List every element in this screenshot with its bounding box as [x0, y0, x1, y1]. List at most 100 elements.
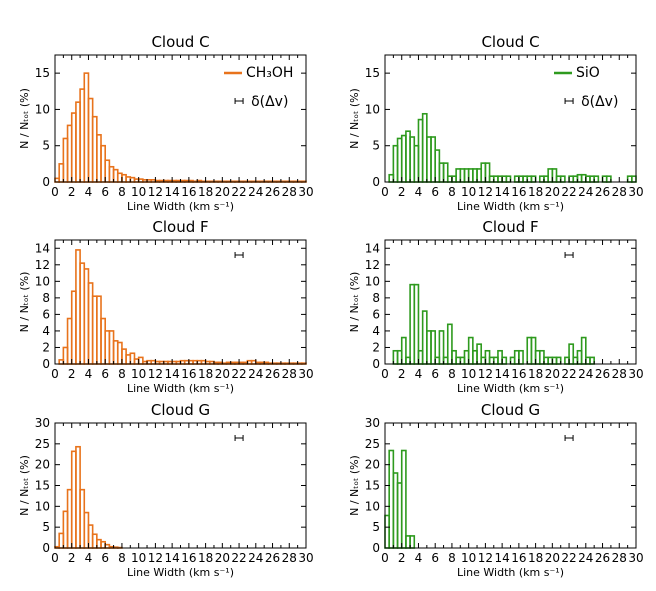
y-tick-label: 5 — [42, 139, 50, 153]
histogram-bar — [559, 175, 566, 183]
plot-frame — [384, 422, 637, 549]
histogram-bar — [400, 449, 407, 549]
y-tick-label: 0 — [42, 541, 50, 555]
y-tick-label: 0 — [372, 175, 380, 189]
resolution-label: δ(Δv) — [251, 94, 288, 110]
legend-label: CH₃OH — [246, 65, 293, 81]
x-tick-label: 22 — [231, 551, 246, 565]
x-tick-label: 0 — [381, 367, 389, 381]
histogram-bar — [409, 535, 416, 549]
chart-panel-6: 0 2 4 6 8 10 12 14 16 18 20 22 24 26 28 30051015202530C… — [348, 401, 644, 579]
x-tick-label: 24 — [248, 367, 263, 381]
y-axis-label: N / Nₜₒₜ (%) — [18, 88, 31, 149]
x-tick-label: 0 — [51, 367, 59, 381]
x-tick-label: 18 — [528, 185, 543, 199]
x-tick-label: 0 — [51, 185, 59, 199]
x-tick-label: 14 — [164, 367, 179, 381]
y-tick-label: 0 — [42, 175, 50, 189]
x-axis-label: Line Width (km s⁻¹) — [457, 566, 564, 579]
x-tick-label: 6 — [101, 185, 109, 199]
x-tick-label: 16 — [181, 551, 196, 565]
y-tick-label: 10 — [365, 102, 380, 116]
x-tick-label: 4 — [415, 185, 423, 199]
y-tick-label: 8 — [42, 291, 50, 305]
x-tick-label: 26 — [265, 367, 280, 381]
y-tick-label: 2 — [42, 340, 50, 354]
histogram-bar — [593, 175, 600, 183]
histogram-bar — [505, 175, 512, 183]
x-tick-label: 0 — [381, 185, 389, 199]
histogram-bar — [555, 356, 562, 365]
x-tick-label: 16 — [511, 367, 526, 381]
y-tick-label: 20 — [365, 458, 380, 472]
y-tick-label: 25 — [35, 437, 50, 451]
x-tick-label: 30 — [298, 367, 313, 381]
x-tick-label: 28 — [612, 551, 627, 565]
x-tick-label: 28 — [612, 185, 627, 199]
y-tick-label: 8 — [372, 291, 380, 305]
x-tick-label: 10 — [461, 185, 476, 199]
x-tick-label: 26 — [595, 367, 610, 381]
x-tick-label: 6 — [101, 551, 109, 565]
histogram-bar — [518, 349, 524, 365]
x-tick-label: 8 — [448, 551, 456, 565]
x-tick-label: 4 — [415, 551, 423, 565]
x-tick-label: 8 — [448, 185, 456, 199]
x-tick-label: 20 — [545, 185, 560, 199]
x-tick-label: 0 — [381, 551, 389, 565]
chart-panel-4: 0 2 4 6 8 10 12 14 16 18 20 22 24 26 28 3002468101214Cl… — [348, 218, 644, 395]
x-tick-label: 6 — [431, 551, 439, 565]
x-axis-label: Line Width (km s⁻¹) — [457, 200, 564, 213]
x-tick-label: 8 — [118, 367, 126, 381]
y-tick-label: 10 — [35, 274, 50, 288]
y-tick-label: 0 — [372, 357, 380, 371]
x-tick-label: 2 — [398, 551, 406, 565]
y-tick-label: 15 — [35, 66, 50, 80]
x-tick-label: 28 — [282, 551, 297, 565]
y-tick-label: 4 — [42, 324, 50, 338]
histogram-bar — [501, 356, 508, 365]
x-tick-label: 24 — [578, 551, 593, 565]
x-tick-label: 18 — [528, 367, 543, 381]
chart-panel-3: 0 2 4 6 8 10 12 14 16 18 20 22 24 26 28 3002468101214Cl… — [18, 218, 314, 395]
chart-title: Cloud F — [482, 218, 538, 236]
x-tick-label: 2 — [68, 367, 76, 381]
y-tick-label: 20 — [35, 458, 50, 472]
y-tick-label: 30 — [365, 416, 380, 430]
x-tick-label: 4 — [85, 551, 93, 565]
y-tick-label: 0 — [42, 357, 50, 371]
y-tick-label: 5 — [372, 520, 380, 534]
x-tick-label: 24 — [578, 185, 593, 199]
x-tick-label: 26 — [595, 551, 610, 565]
x-tick-label: 8 — [118, 185, 126, 199]
x-tick-label: 10 — [461, 367, 476, 381]
x-tick-label: 14 — [164, 551, 179, 565]
x-tick-label: 8 — [448, 367, 456, 381]
y-tick-label: 12 — [365, 258, 380, 272]
x-tick-label: 14 — [164, 185, 179, 199]
y-tick-label: 10 — [365, 274, 380, 288]
x-tick-label: 2 — [398, 367, 406, 381]
y-tick-label: 2 — [372, 340, 380, 354]
x-axis-label: Line Width (km s⁻¹) — [127, 566, 234, 579]
x-tick-label: 16 — [181, 367, 196, 381]
x-tick-label: 26 — [595, 185, 610, 199]
x-tick-label: 20 — [215, 367, 230, 381]
x-tick-label: 16 — [181, 185, 196, 199]
x-tick-label: 30 — [298, 551, 313, 565]
y-tick-label: 10 — [365, 499, 380, 513]
y-tick-label: 10 — [35, 499, 50, 513]
histogram-bar — [530, 175, 537, 183]
y-tick-label: 15 — [35, 479, 50, 493]
y-tick-label: 4 — [372, 324, 380, 338]
x-tick-label: 30 — [628, 551, 643, 565]
x-tick-label: 4 — [85, 185, 93, 199]
chart-panel-5: 0 2 4 6 8 10 12 14 16 18 20 22 24 26 28 30051015202530C… — [18, 401, 314, 579]
y-tick-label: 25 — [365, 437, 380, 451]
y-axis-label: N / Nₜₒₜ (%) — [348, 272, 361, 333]
histogram-bar — [631, 175, 637, 183]
x-tick-label: 28 — [282, 185, 297, 199]
x-tick-label: 24 — [578, 367, 593, 381]
x-tick-label: 20 — [215, 185, 230, 199]
